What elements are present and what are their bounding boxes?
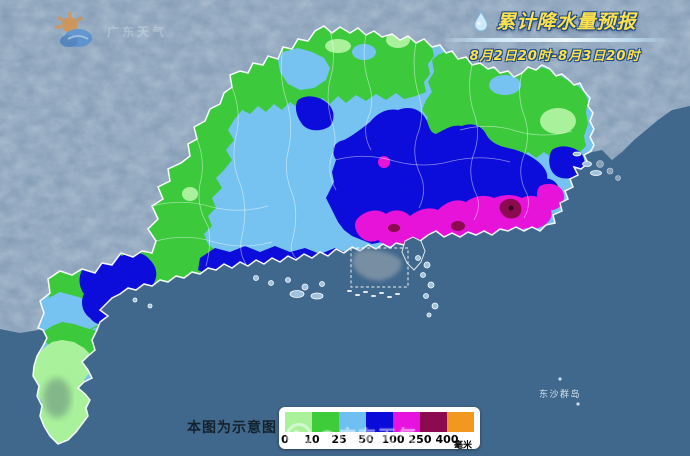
legend-value: 400: [435, 433, 459, 446]
legend-swatch-10: [312, 412, 339, 432]
legend-swatch-100: [393, 412, 420, 432]
brand-logo-block: 广东天气: [52, 12, 167, 50]
legend-swatch-400: [447, 412, 474, 432]
dongsha-islands: 东沙群岛: [539, 377, 581, 406]
hongkong-dashed-region: [347, 247, 409, 298]
guangdong-weather-logo-icon: [54, 12, 92, 47]
rain-green-west-north: [46, 26, 434, 330]
map-title: 累计降水量预报: [496, 11, 637, 33]
province-border: [32, 25, 595, 445]
legend-swatch-25: [339, 412, 366, 432]
legend-value: 10: [304, 433, 320, 446]
raindrop-icon: [474, 9, 489, 32]
legend-values: 0 10 25 50 100 250 400: [281, 433, 474, 447]
cloud-icon: [60, 29, 92, 47]
legend-value: 250: [408, 433, 432, 446]
district-boundaries: [151, 30, 573, 267]
legend-value: 25: [331, 433, 347, 446]
schematic-note: 本图为示意图: [187, 420, 277, 436]
coastal-islands: [132, 151, 602, 318]
rain-max-core: [508, 205, 514, 211]
rain-lightblue-pockets: [42, 44, 521, 332]
brand-text: 广东天气: [107, 24, 168, 39]
forecast-period: 8月2日20时-8月3日20时: [469, 49, 641, 64]
legend-swatch-0: [285, 412, 312, 432]
legend-value: 100: [381, 433, 405, 446]
sun-icon: [54, 12, 83, 33]
legend: 0 10 25 50 100 250 400 毫米: [279, 407, 480, 451]
gray-smudge: [43, 378, 71, 418]
title-divider: [445, 38, 665, 42]
legend-value: 0: [281, 433, 289, 446]
legend-swatch-50: [366, 412, 393, 432]
legend-swatch-250: [420, 412, 447, 432]
legend-swatches: [285, 412, 474, 432]
dongsha-label: 东沙群岛: [539, 388, 581, 400]
title-block: 累计降水量预报 8月2日20时-8月3日20时: [443, 7, 667, 64]
legend-value: 50: [358, 433, 374, 446]
hk-island-dashes: [347, 290, 400, 298]
legend-unit: 毫米: [453, 441, 472, 451]
